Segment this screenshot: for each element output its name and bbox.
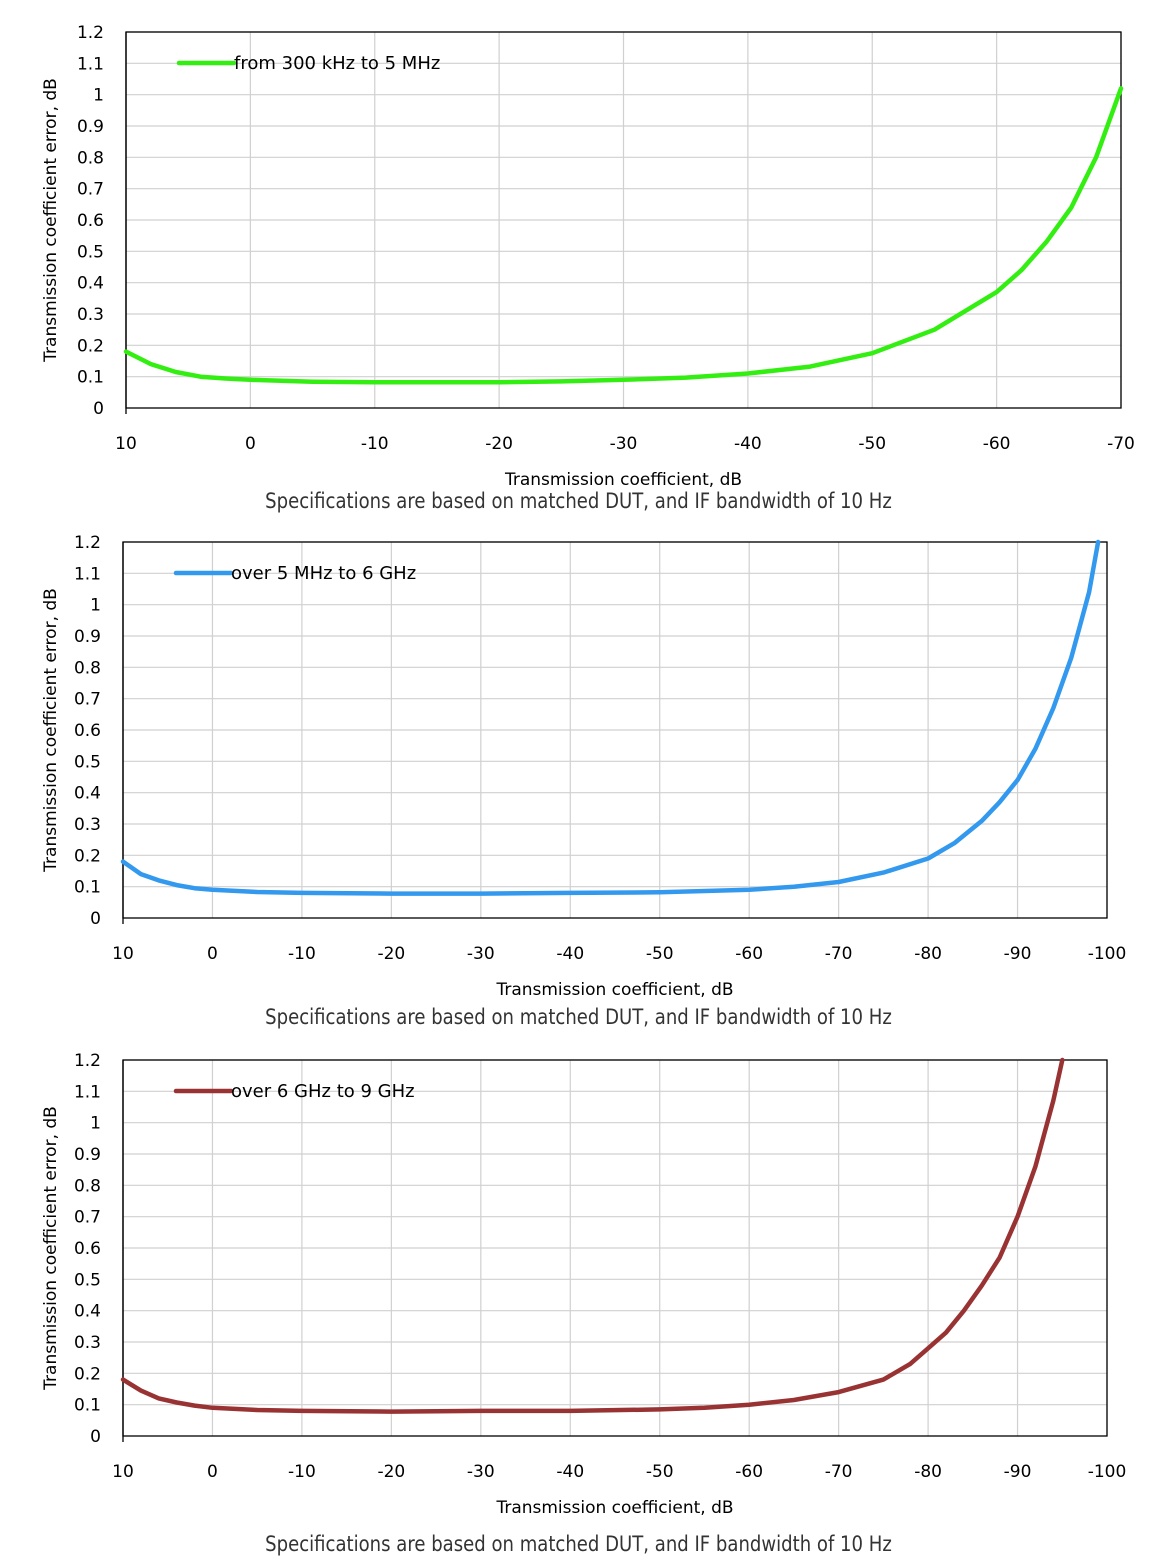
y-tick-label: 0.7 xyxy=(74,690,101,710)
x-tick-label: -50 xyxy=(646,944,674,964)
y-tick-label: 0.2 xyxy=(74,846,101,866)
x-tick-label: -70 xyxy=(1107,434,1135,454)
x-tick-label: -50 xyxy=(858,434,886,454)
x-tick-label: -70 xyxy=(825,944,853,964)
series-line xyxy=(123,86,1124,385)
y-tick-label: 0.7 xyxy=(74,1208,101,1228)
y-tick-label: 0.9 xyxy=(77,117,104,137)
x-tick-label: -40 xyxy=(734,434,762,454)
chart-high-frequency: 0 0.1 0.2 0.3 0.4 0.5 0.6 0.7 0.8 0.9 1 1.1 1.2 10 0 -1… xyxy=(41,1051,1127,1518)
y-tick-label: 0.9 xyxy=(74,627,101,647)
y-axis-title: Transmission coefficient error, dB xyxy=(41,588,61,873)
legend-label: over 5 MHz to 6 GHz xyxy=(231,563,416,584)
y-tick-label: 1.1 xyxy=(77,54,104,74)
y-tick-label: 1 xyxy=(93,86,104,106)
y-tick-label: 0 xyxy=(90,1427,101,1447)
y-tick-label: 0.8 xyxy=(74,1176,101,1196)
x-axis-title: Transmission coefficient, dB xyxy=(495,1498,733,1518)
chart-mid-frequency: 0 0.1 0.2 0.3 0.4 0.5 0.6 0.7 0.8 0.9 1 1.1 1.2 10 0 -1… xyxy=(41,533,1127,1000)
y-tick-label: 0.4 xyxy=(74,784,101,804)
y-tick-label: 0.8 xyxy=(74,658,101,678)
y-tick-label: 0 xyxy=(93,399,104,419)
chart-note: Specifications are based on matched DUT,… xyxy=(265,1532,892,1556)
legend-label: from 300 kHz to 5 MHz xyxy=(234,53,440,74)
x-tick-label: 10 xyxy=(112,1462,134,1482)
y-tick-label: 0.5 xyxy=(74,1270,101,1290)
series-line xyxy=(120,1057,1065,1414)
x-tick-label: -40 xyxy=(556,944,584,964)
x-tick-label: -20 xyxy=(485,434,513,454)
y-tick-label: 0.9 xyxy=(74,1145,101,1165)
x-tick-label: 10 xyxy=(115,434,137,454)
x-tick-label: -90 xyxy=(1004,944,1032,964)
x-tick-label: -10 xyxy=(288,1462,316,1482)
y-tick-label: 0.1 xyxy=(74,1396,101,1416)
y-tick-label: 0.3 xyxy=(77,305,104,325)
y-tick-label: 1 xyxy=(90,1114,101,1134)
x-tick-label: 0 xyxy=(207,1462,218,1482)
y-tick-label: 1.2 xyxy=(77,23,104,43)
y-tick-label: 1 xyxy=(90,596,101,616)
x-tick-label: 0 xyxy=(207,944,218,964)
x-tick-label: -30 xyxy=(467,1462,495,1482)
legend-label: over 6 GHz to 9 GHz xyxy=(231,1081,415,1102)
x-tick-label: -100 xyxy=(1088,1462,1127,1482)
x-tick-label: -50 xyxy=(646,1462,674,1482)
chart-low-frequency: 0 0.1 0.2 0.3 0.4 0.5 0.6 0.7 0.8 0.9 1 1.1 1.2 10 0 -1… xyxy=(41,23,1135,490)
y-tick-label: 0.5 xyxy=(74,752,101,772)
x-tick-label: -30 xyxy=(610,434,638,454)
y-tick-label: 0.3 xyxy=(74,815,101,835)
chart-panel-high-frequency: 0 0.1 0.2 0.3 0.4 0.5 0.6 0.7 0.8 0.9 1 1.1 1.2 10 0 -1… xyxy=(0,1040,1157,1566)
y-tick-label: 0 xyxy=(90,909,101,929)
y-tick-label: 0.7 xyxy=(77,180,104,200)
x-tick-label: -40 xyxy=(556,1462,584,1482)
y-tick-label: 0.3 xyxy=(74,1333,101,1353)
y-tick-label: 0.6 xyxy=(77,211,104,231)
chart-panel-low-frequency: 0 0.1 0.2 0.3 0.4 0.5 0.6 0.7 0.8 0.9 1 1.1 1.2 10 0 -1… xyxy=(0,0,1157,522)
series-line xyxy=(120,539,1101,896)
y-tick-label: 1.1 xyxy=(74,564,101,584)
x-tick-label: -20 xyxy=(377,1462,405,1482)
y-tick-label: 0.1 xyxy=(74,878,101,898)
y-axis-title: Transmission coefficient error, dB xyxy=(41,78,61,363)
x-tick-label: -30 xyxy=(467,944,495,964)
chart-panel-mid-frequency: 0 0.1 0.2 0.3 0.4 0.5 0.6 0.7 0.8 0.9 1 1.1 1.2 10 0 -1… xyxy=(0,522,1157,1040)
x-tick-label: -100 xyxy=(1088,944,1127,964)
y-tick-label: 1.1 xyxy=(74,1082,101,1102)
y-tick-label: 0.2 xyxy=(74,1364,101,1384)
x-tick-label: -80 xyxy=(914,1462,942,1482)
y-tick-label: 1.2 xyxy=(74,1051,101,1071)
y-tick-label: 1.2 xyxy=(74,533,101,553)
x-tick-label: -70 xyxy=(825,1462,853,1482)
y-tick-label: 0.6 xyxy=(74,721,101,741)
x-axis-title: Transmission coefficient, dB xyxy=(495,980,733,1000)
x-tick-label: -10 xyxy=(361,434,389,454)
x-tick-label: -20 xyxy=(377,944,405,964)
x-tick-label: -60 xyxy=(983,434,1011,454)
x-tick-label: 10 xyxy=(112,944,134,964)
chart-note: Specifications are based on matched DUT,… xyxy=(265,489,892,513)
y-axis-title: Transmission coefficient error, dB xyxy=(41,1106,61,1391)
y-tick-label: 0.4 xyxy=(77,274,104,294)
y-tick-label: 0.6 xyxy=(74,1239,101,1259)
x-tick-label: -90 xyxy=(1004,1462,1032,1482)
y-tick-label: 0.1 xyxy=(77,368,104,388)
x-axis-title: Transmission coefficient, dB xyxy=(504,470,742,490)
x-tick-label: -10 xyxy=(288,944,316,964)
y-tick-label: 0.4 xyxy=(74,1302,101,1322)
y-tick-label: 0.8 xyxy=(77,148,104,168)
x-tick-label: -60 xyxy=(735,1462,763,1482)
x-tick-label: -60 xyxy=(735,944,763,964)
y-tick-label: 0.5 xyxy=(77,242,104,262)
x-tick-label: -80 xyxy=(914,944,942,964)
chart-note: Specifications are based on matched DUT,… xyxy=(265,1005,892,1029)
x-tick-label: 0 xyxy=(245,434,256,454)
y-tick-label: 0.2 xyxy=(77,336,104,356)
